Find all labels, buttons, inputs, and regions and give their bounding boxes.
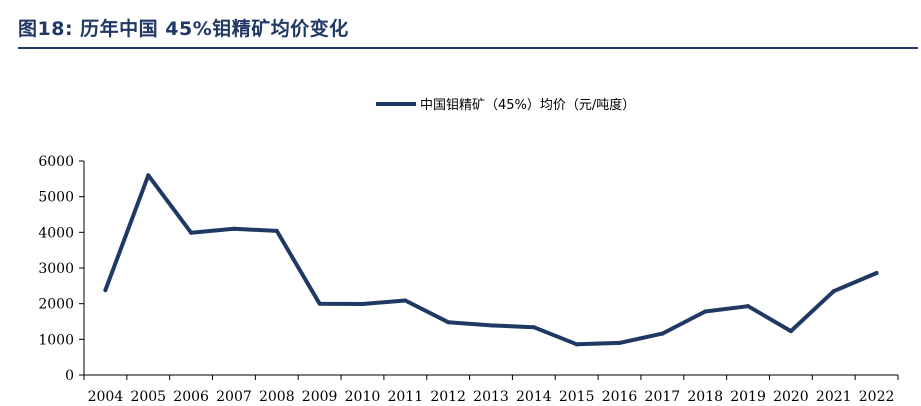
y-tick-label: 5000	[38, 190, 74, 206]
x-tick-label: 2011	[387, 389, 423, 405]
data-point-2005	[146, 173, 151, 178]
x-ticks: 2004 2005 2006 2007 2008 2009 2010 2011 2012 2013…	[83, 375, 899, 405]
data-point-2004	[103, 288, 108, 293]
x-tick-label: 2008	[259, 389, 295, 405]
legend: 中国钼精矿（45%）均价（元/吨度）	[376, 97, 635, 113]
data-point-2016	[617, 340, 622, 345]
x-tick-label: 2014	[516, 389, 552, 405]
y-tick-label: 0	[65, 368, 74, 384]
x-tick-label: 2005	[130, 389, 166, 405]
y-tick-label: 1000	[38, 332, 74, 348]
y-tick-label: 2000	[38, 297, 74, 313]
data-point-2017	[660, 331, 665, 336]
y-tick-label: 6000	[38, 154, 74, 170]
x-tick-label: 2015	[559, 389, 595, 405]
data-point-2015	[574, 342, 579, 347]
figure-title: 图18: 历年中国 45%钼精矿均价变化	[18, 18, 349, 40]
y-ticks: 0 1000 2000 3000 4000 5000 6000	[38, 154, 84, 384]
series-line	[103, 173, 879, 347]
x-tick-label: 2013	[473, 389, 509, 405]
data-point-2014	[531, 325, 536, 330]
legend-label: 中国钼精矿（45%）均价（元/吨度）	[420, 97, 635, 113]
data-points	[103, 173, 879, 347]
data-point-2008	[274, 228, 279, 233]
data-point-2019	[746, 304, 751, 309]
x-tick-label: 2017	[645, 389, 681, 405]
x-tick-label: 2010	[345, 389, 381, 405]
x-tick-label: 2016	[602, 389, 638, 405]
y-tick-label: 3000	[38, 261, 74, 277]
data-point-2011	[403, 298, 408, 303]
x-tick-label: 2021	[816, 389, 852, 405]
x-tick-label: 2018	[687, 389, 723, 405]
data-point-2009	[317, 301, 322, 306]
x-tick-label: 2009	[302, 389, 338, 405]
data-point-2007	[231, 226, 236, 231]
data-point-2021	[831, 289, 836, 294]
data-point-2010	[360, 302, 365, 307]
data-point-2013	[489, 323, 493, 328]
x-tick-label: 2006	[173, 389, 209, 405]
x-tick-label: 2022	[859, 389, 895, 405]
data-point-2022	[874, 270, 879, 275]
x-tick-label: 2004	[88, 389, 124, 405]
x-tick-label: 2012	[430, 389, 466, 405]
data-point-2012	[446, 320, 451, 325]
x-tick-label: 2019	[730, 389, 766, 405]
data-point-2020	[788, 329, 793, 334]
data-point-2018	[703, 309, 708, 314]
x-tick-label: 2007	[216, 389, 252, 405]
title-divider	[18, 47, 918, 49]
x-tick-label: 2020	[773, 389, 809, 405]
y-tick-label: 4000	[38, 225, 74, 241]
data-point-2006	[189, 230, 194, 235]
